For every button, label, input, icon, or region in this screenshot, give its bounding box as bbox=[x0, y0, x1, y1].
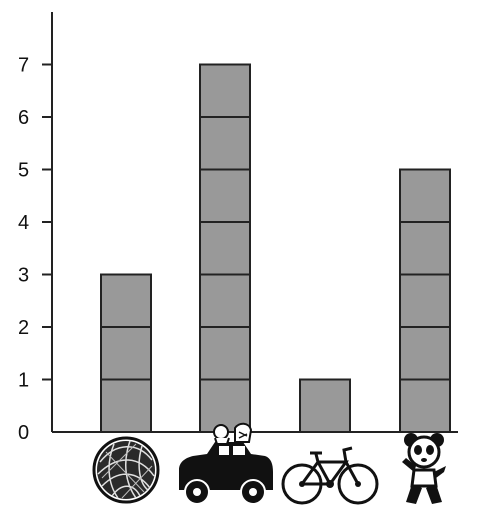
y-tick-label: 0 bbox=[18, 422, 29, 444]
bar-unit bbox=[100, 326, 152, 381]
bar-unit bbox=[100, 378, 152, 433]
bar-unit bbox=[399, 221, 451, 276]
bar-yarn-ball bbox=[100, 273, 152, 433]
y-tick-label: 7 bbox=[18, 55, 29, 77]
y-tick-label: 5 bbox=[18, 160, 29, 182]
y-tick-label: 4 bbox=[18, 212, 29, 234]
bar-unit bbox=[199, 326, 251, 381]
bar-teddy-bear bbox=[399, 168, 451, 433]
teddy-bear-icon bbox=[402, 433, 446, 504]
bar-unit bbox=[199, 116, 251, 171]
bar-unit bbox=[299, 378, 351, 433]
bicycle-icon bbox=[281, 446, 379, 505]
bar-unit bbox=[199, 221, 251, 276]
bar-unit bbox=[399, 273, 451, 328]
y-tick-label: 6 bbox=[18, 107, 29, 129]
bar-unit bbox=[399, 168, 451, 223]
bar-unit bbox=[100, 273, 152, 328]
bar-unit bbox=[199, 273, 251, 328]
y-axis: 0 1 2 3 4 5 6 7 bbox=[18, 12, 53, 444]
bar-unit bbox=[199, 63, 251, 118]
bars bbox=[100, 63, 451, 433]
bar-toy-car bbox=[199, 63, 251, 433]
toy-car-icon bbox=[179, 422, 273, 505]
bar-unit bbox=[399, 326, 451, 381]
y-tick-label: 2 bbox=[18, 317, 29, 339]
bar-unit bbox=[399, 378, 451, 433]
yarn-ball-icon bbox=[92, 436, 160, 504]
y-tick-label: 1 bbox=[18, 370, 29, 392]
y-tick-label: 3 bbox=[18, 265, 29, 287]
bar-bicycle bbox=[299, 378, 351, 433]
bar-unit bbox=[199, 168, 251, 223]
